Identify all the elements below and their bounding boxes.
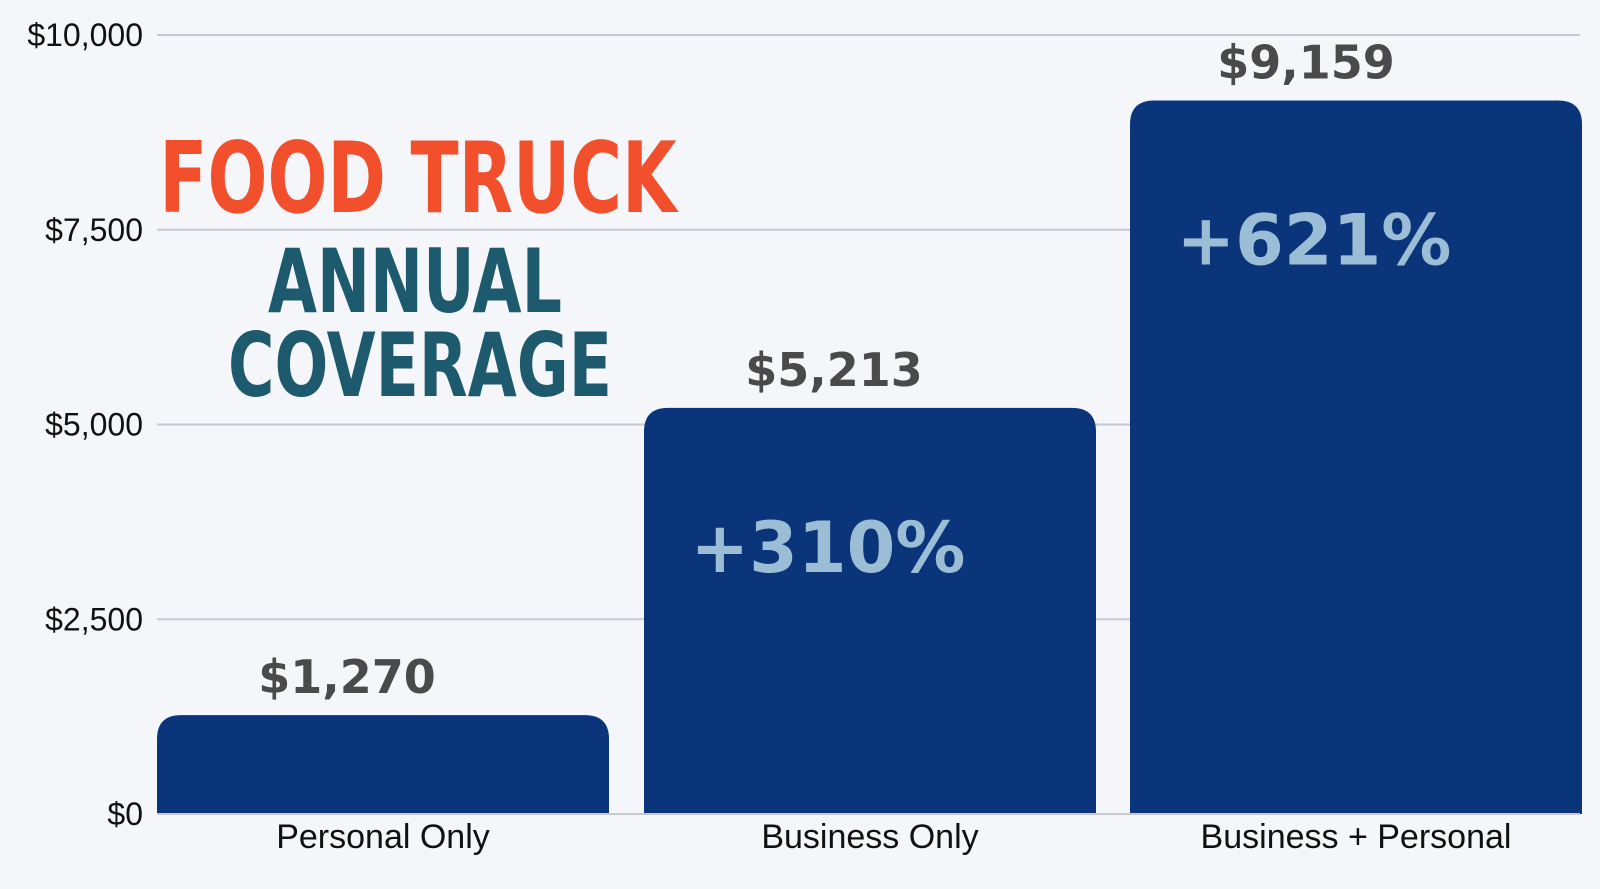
chart-title: FOOD TRUCK ANNUAL COVERAGE: [159, 122, 679, 417]
y-tick-label: $5,000: [45, 407, 143, 443]
category-labels: Personal Only Business Only Business + Per…: [276, 818, 1511, 856]
y-tick-label: $2,500: [45, 601, 143, 637]
bar: [157, 715, 609, 814]
y-tick-label: $7,500: [45, 212, 143, 248]
category-label: Business + Personal: [1201, 818, 1512, 856]
percent-change-label: +621%: [1177, 200, 1452, 282]
category-label: Personal Only: [276, 818, 490, 856]
y-tick-label: $10,000: [27, 17, 143, 53]
value-label: $1,270: [258, 650, 436, 704]
bar: [1130, 100, 1582, 814]
title-line-3: COVERAGE: [228, 316, 612, 418]
y-axis-ticks: $0 $2,500 $5,000 $7,500 $10,000: [27, 17, 143, 832]
bar: [644, 407, 1096, 814]
value-label: $5,213: [745, 343, 923, 397]
value-labels: $1,270 $5,213 $9,159: [258, 36, 1395, 705]
bars: [157, 100, 1582, 814]
title-line-1: FOOD TRUCK: [159, 122, 679, 236]
category-label: Business Only: [761, 818, 978, 856]
percent-change-label: +310%: [691, 507, 966, 589]
value-label: $9,159: [1217, 36, 1395, 90]
title-line-2: ANNUAL: [268, 232, 562, 334]
percent-labels: +310% +621%: [691, 200, 1452, 589]
y-tick-label: $0: [107, 796, 143, 832]
